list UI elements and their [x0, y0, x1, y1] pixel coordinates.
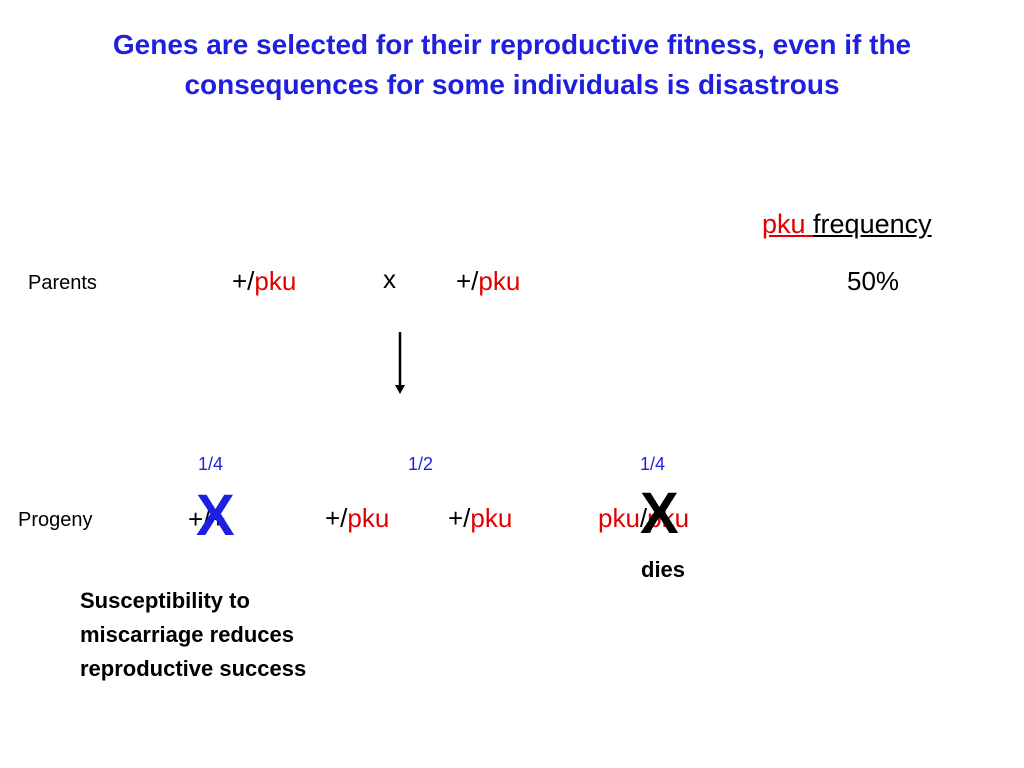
allele: pku — [254, 266, 297, 296]
genotype: +/pku — [325, 505, 389, 531]
arrow-head — [395, 385, 405, 394]
fate: dies — [641, 557, 686, 582]
allele: pku — [598, 503, 640, 533]
allele: pku — [470, 503, 513, 533]
title-line: consequences for some individuals is dis… — [184, 69, 840, 100]
cross-out: X — [640, 481, 679, 546]
allele: pku — [478, 266, 521, 296]
allele: +/ — [448, 503, 471, 533]
frequency-header: pku frequency — [762, 211, 932, 238]
genotype: pku/pku — [598, 505, 689, 531]
note-line: miscarriage reduces — [80, 622, 295, 647]
ratio: 1/4 — [640, 454, 666, 474]
allele: pku — [347, 503, 390, 533]
frequency-value: 50% — [847, 266, 900, 296]
genotype: +/pku — [232, 268, 296, 294]
row-label: Parents — [28, 272, 97, 294]
ratio: 1/2 — [408, 454, 434, 474]
ratio: 1/4 — [198, 454, 224, 474]
note-line: Susceptibility to — [80, 588, 250, 613]
allele: +/ — [232, 266, 255, 296]
genotype: +/pku — [456, 268, 520, 294]
title-line: Genes are selected for their reproductiv… — [112, 29, 912, 60]
genotype: +/+ — [188, 506, 226, 532]
allele: pku — [762, 209, 814, 239]
header-label: frequency — [813, 209, 932, 239]
row-label: Progeny — [18, 509, 93, 531]
cross-symbol: x — [383, 264, 396, 294]
note-line: reproductive success — [80, 656, 307, 681]
arrow — [395, 332, 405, 394]
cross-out: X — [196, 483, 235, 548]
genotype: +/pku — [448, 505, 512, 531]
allele: pku — [647, 503, 690, 533]
separator: / — [639, 503, 648, 533]
allele: +/+ — [188, 504, 226, 534]
allele: +/ — [456, 266, 479, 296]
allele: +/ — [325, 503, 348, 533]
